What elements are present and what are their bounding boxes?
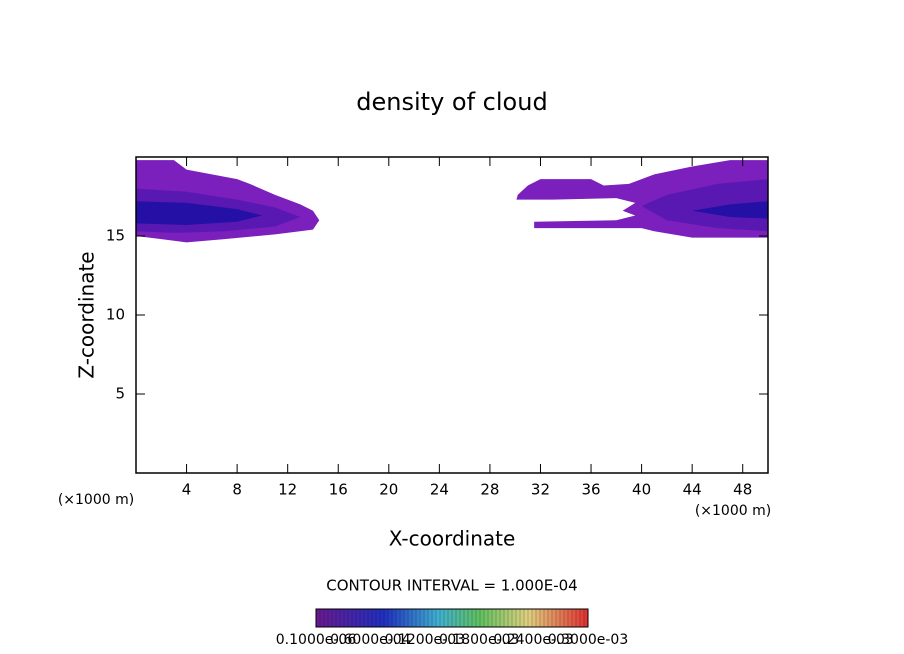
x-tick-label: 24	[430, 481, 449, 499]
y-tick-label: 15	[106, 227, 125, 245]
colorbar	[315, 608, 589, 628]
x-tick-label: 32	[531, 481, 550, 499]
colorbar-stripes	[315, 609, 589, 627]
colorbar-label: 0.1000e-06	[276, 632, 357, 648]
x-tick-label: 48	[733, 481, 752, 499]
x-tick-label: 36	[581, 481, 600, 499]
y-tick-label: 10	[106, 306, 125, 324]
y-axis-label: Z-coordinate	[75, 251, 99, 378]
x-axis-label: X-coordinate	[389, 527, 516, 551]
x-tick-label: 44	[683, 481, 702, 499]
x-tick-label: 12	[278, 481, 297, 499]
colorbar-label: 0.2400e-03	[493, 632, 573, 648]
colorbar-label: 0.1200e-03	[385, 632, 465, 648]
contour-region	[641, 179, 768, 232]
x-tick-label: 20	[379, 481, 398, 499]
colorbar-label: 0.1800e-03	[439, 632, 519, 648]
x-tick-label: 16	[329, 481, 348, 499]
x-tick-label: 4	[182, 481, 192, 499]
contour-region	[692, 201, 768, 219]
x-tick-label: 40	[632, 481, 651, 499]
x-unit-label: (×1000 m)	[695, 503, 771, 519]
plot-area	[136, 160, 768, 243]
x-tick-label: 28	[480, 481, 499, 499]
x-unit-label: (×1000 m)	[58, 492, 134, 508]
contour-region	[136, 201, 263, 225]
contour-interval: CONTOUR INTERVAL = 1.000E-04	[326, 577, 577, 595]
colorbar-label: 0.3000e-03	[548, 632, 628, 648]
x-tick-label: 8	[232, 481, 242, 499]
colorbar-label: 0.6000e-04	[330, 632, 411, 648]
y-tick-label: 5	[115, 385, 125, 403]
chart-title: density of cloud	[356, 88, 547, 116]
